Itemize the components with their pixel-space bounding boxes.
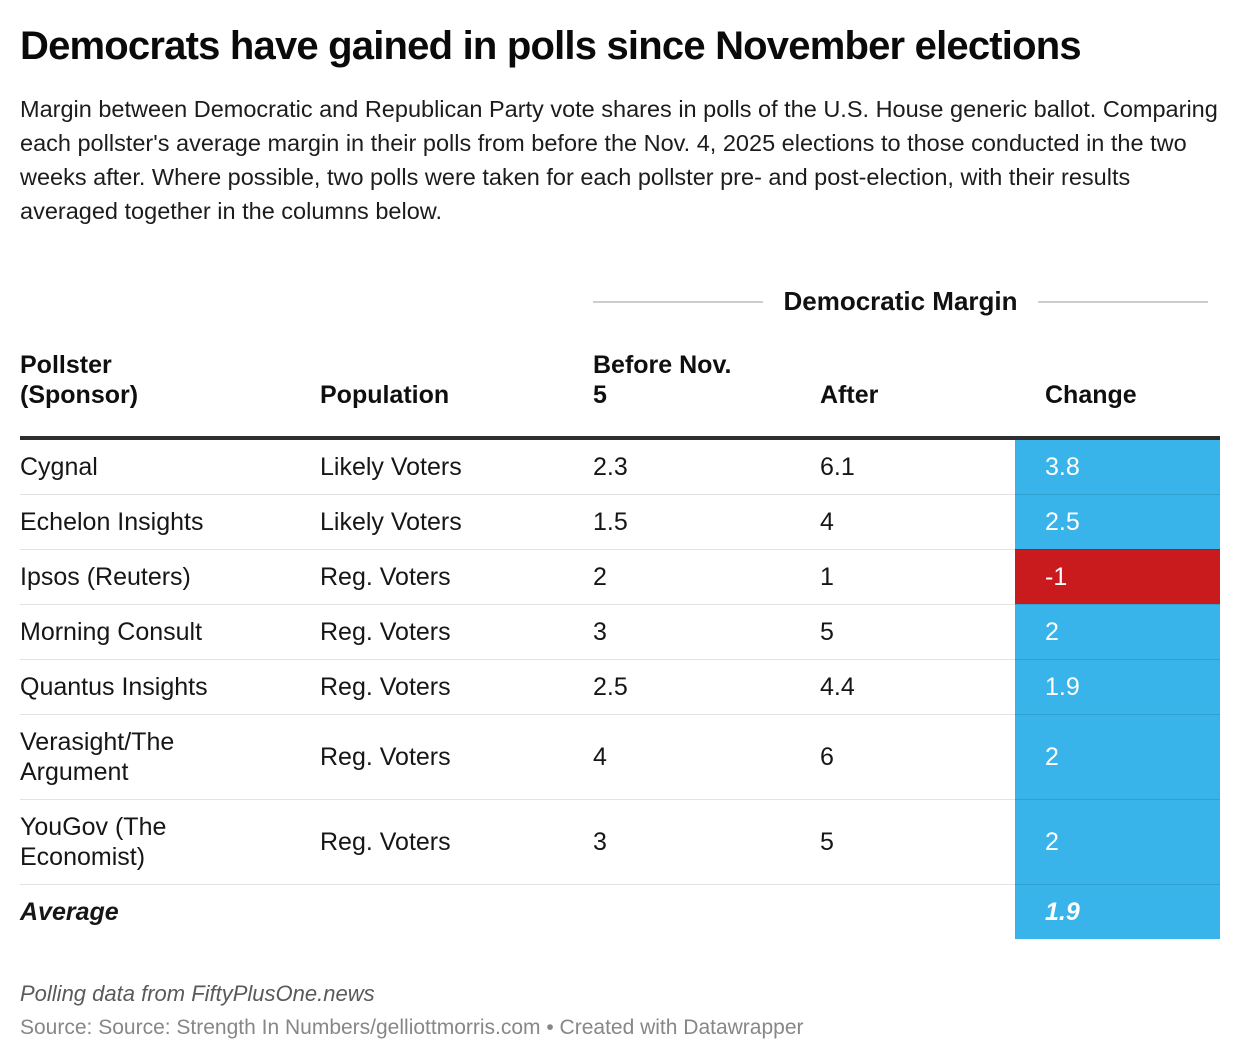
table-row: Quantus Insights Reg. Voters 2.5 4.4 1.9	[20, 659, 1220, 714]
change-cell: 2	[1015, 714, 1220, 799]
table-row: Ipsos (Reuters) Reg. Voters 2 1 -1	[20, 549, 1220, 604]
pollster-cell: Average	[20, 884, 320, 939]
pollster-cell: Cygnal	[20, 453, 98, 481]
after-cell: 1	[820, 549, 1015, 604]
table-row: YouGov (The Economist) Reg. Voters 3 5 2	[20, 799, 1220, 884]
after-cell: 4	[820, 494, 1015, 549]
before-cell: 4	[593, 714, 820, 799]
after-cell: 6	[820, 714, 1015, 799]
democratic-margin-span: Democratic Margin	[593, 286, 1209, 317]
table-row-average: Average 1.9	[20, 884, 1220, 939]
population-cell	[320, 884, 593, 939]
pollster-cell: Echelon Insights	[20, 494, 320, 549]
before-cell: 3	[593, 799, 820, 884]
change-cell: 2.5	[1015, 494, 1220, 549]
change-cell: 1.9	[1015, 659, 1220, 714]
span-rule-right	[1037, 300, 1209, 303]
table-row: Cygnal Likely Voters 2.3 6.1 3.8	[20, 440, 1220, 494]
population-cell: Likely Voters	[320, 494, 593, 549]
source-attribution: Source: Source: Strength In Numbers/gell…	[20, 1016, 804, 1039]
population-cell: Reg. Voters	[320, 659, 593, 714]
pollster-cell: Morning Consult	[20, 604, 320, 659]
change-cell: 2	[1015, 604, 1220, 659]
before-cell	[593, 884, 820, 939]
table-row: Verasight/The Argument Reg. Voters 4 6 2	[20, 714, 1220, 799]
column-header-pollster: Pollster (Sponsor)	[20, 351, 139, 409]
table-header-row: Pollster (Sponsor) Population Before Nov…	[20, 350, 1220, 440]
population-cell: Reg. Voters	[320, 799, 593, 884]
after-cell: 5	[820, 604, 1015, 659]
population-cell: Reg. Voters	[320, 549, 593, 604]
before-cell: 2	[593, 549, 820, 604]
footnote: Polling data from FiftyPlusOne.news	[20, 981, 375, 1006]
change-cell: -1	[1015, 549, 1220, 604]
pollster-cell: Ipsos (Reuters)	[20, 549, 320, 604]
span-header-label: Democratic Margin	[783, 286, 1018, 316]
change-cell: 2	[1015, 799, 1220, 884]
table-row: Echelon Insights Likely Voters 1.5 4 2.5	[20, 494, 1220, 549]
span-header-row: Democratic Margin	[20, 286, 1220, 316]
after-cell: 5	[820, 799, 1015, 884]
chart-description: Margin between Democratic and Republican…	[20, 96, 1218, 224]
before-cell: 2.5	[593, 659, 820, 714]
span-rule-left	[593, 300, 764, 303]
change-cell: 1.9	[1015, 884, 1220, 939]
after-cell: 4.4	[820, 659, 1015, 714]
before-cell: 3	[593, 604, 820, 659]
change-cell: 3.8	[1015, 440, 1220, 494]
pollster-cell: YouGov (The Economist)	[20, 799, 320, 884]
before-cell: 2.3	[593, 453, 628, 481]
after-cell	[820, 884, 1015, 939]
population-cell: Reg. Voters	[320, 714, 593, 799]
before-cell: 1.5	[593, 494, 820, 549]
chart-title: Democrats have gained in polls since Nov…	[20, 24, 1082, 68]
after-cell: 6.1	[820, 453, 855, 481]
table-row: Morning Consult Reg. Voters 3 5 2	[20, 604, 1220, 659]
pollster-cell: Verasight/The Argument	[20, 714, 320, 799]
column-header-after: After	[820, 381, 879, 409]
column-header-before: Before Nov. 5	[593, 351, 732, 409]
population-cell: Likely Voters	[320, 453, 462, 481]
population-cell: Reg. Voters	[320, 604, 593, 659]
column-header-population: Population	[320, 381, 450, 409]
pollster-cell: Quantus Insights	[20, 659, 320, 714]
column-header-change: Change	[1045, 381, 1137, 409]
